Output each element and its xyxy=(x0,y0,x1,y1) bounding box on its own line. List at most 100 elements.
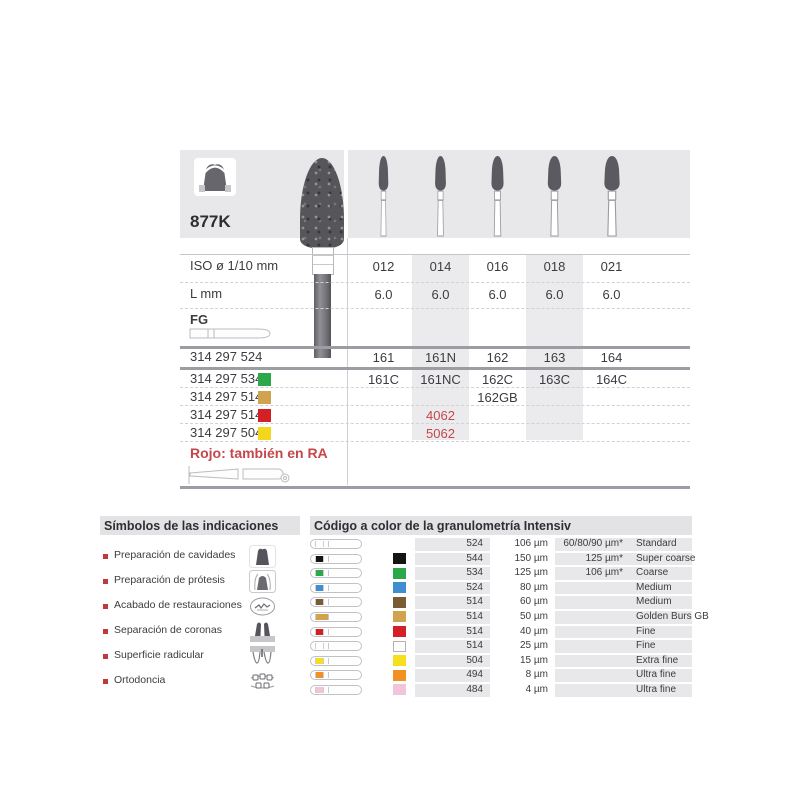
iso-value: 012 xyxy=(372,259,395,274)
order-code: 314 297 514 xyxy=(190,407,263,422)
ref-value xyxy=(412,389,469,407)
cavity-prep-icon xyxy=(249,545,276,568)
granulometry-row: 514 50 µm Golden Burs GB xyxy=(310,610,709,624)
order-row: 314 297 514 162GB xyxy=(180,389,690,407)
color-swatch xyxy=(393,596,406,608)
order-code: 314 297 534 xyxy=(190,371,263,386)
indication-item: Separación de coronas xyxy=(102,620,302,648)
granulometry-row: 484 4 µm Ultra fine xyxy=(310,683,692,697)
ref-value: 163 xyxy=(543,350,566,365)
header-band xyxy=(180,150,690,238)
order-row: 314 297 514 4062 xyxy=(180,407,690,425)
prosthesis-prep-icon xyxy=(249,570,276,593)
length-value: 6.0 xyxy=(545,287,564,302)
ref-value: 161 xyxy=(372,350,395,365)
granulometry-row: 534 125 µm 106 µm* Coarse xyxy=(310,567,692,580)
color-swatch xyxy=(393,655,406,667)
grit-code: 524 xyxy=(415,581,490,595)
grit-size: 80 µm xyxy=(520,581,548,593)
granulometry-row: 504 15 µm Extra fine xyxy=(310,654,692,668)
tooth-icon xyxy=(194,158,236,196)
bur-band-icon xyxy=(310,640,366,653)
grit-note xyxy=(555,683,630,697)
grit-code: 484 xyxy=(415,683,490,697)
color-swatch xyxy=(393,669,406,681)
grit-size: 106 µm xyxy=(514,538,548,549)
bullet-icon xyxy=(103,654,108,659)
bur-band-icon xyxy=(310,596,366,609)
granulometry-row: 544 150 µm 125 µm* Super coarse xyxy=(310,552,695,566)
bur-band-icon xyxy=(310,611,366,624)
ref-value-red: 4062 xyxy=(426,408,455,423)
indication-item: Acabado de restauraciones xyxy=(102,595,302,623)
grit-code: 544 xyxy=(415,552,490,566)
indication-item: Superficie radicular xyxy=(102,646,302,673)
grit-size: 8 µm xyxy=(525,669,548,681)
grit-size: 50 µm xyxy=(520,610,548,622)
ref-value: 164C xyxy=(595,372,628,387)
fg-shank-icon xyxy=(188,326,272,346)
grit-note xyxy=(555,654,630,668)
color-swatch xyxy=(393,567,406,579)
grit-code: 504 xyxy=(415,654,490,668)
length-value: 6.0 xyxy=(488,287,507,302)
bur-band-icon xyxy=(310,538,366,551)
length-value: 6.0 xyxy=(374,287,393,302)
bur-band-icon xyxy=(310,553,366,566)
iso-row: ISO ø 1/10 mm 012 014 016 018 021 xyxy=(180,258,690,276)
granulometry-title: Código a color de la granulometría Inten… xyxy=(310,516,692,535)
grit-size: 25 µm xyxy=(520,640,548,652)
ref-value: 162 xyxy=(486,350,509,365)
ref-value: 162C xyxy=(481,372,514,387)
grit-size: 4 µm xyxy=(525,683,548,695)
indication-item: Preparación de cavidades xyxy=(102,545,302,573)
grit-code: 534 xyxy=(415,567,490,580)
grit-desc: Extra fine xyxy=(630,654,692,668)
grit-size: 150 µm xyxy=(514,552,548,564)
length-row: L mm 6.0 6.0 6.0 6.0 6.0 xyxy=(180,286,690,304)
color-swatch xyxy=(393,640,406,652)
grit-size: 40 µm xyxy=(520,625,548,637)
grit-color-swatch-red xyxy=(258,409,271,422)
grit-note xyxy=(555,596,630,609)
bur-band-icon xyxy=(310,655,366,668)
ref-value: 161C xyxy=(367,372,400,387)
order-code: 314 297 524 xyxy=(190,349,263,364)
fg-shank-label: FG xyxy=(190,312,209,327)
grit-note xyxy=(555,669,630,682)
bur-illustration-021 xyxy=(583,154,640,238)
ref-value: 161NC xyxy=(420,372,461,387)
grit-desc: Standard xyxy=(630,538,692,551)
order-row: 314 297 504 5062 xyxy=(180,425,690,443)
grit-desc: Fine xyxy=(630,640,692,653)
header-band-divider xyxy=(344,150,348,238)
granulometry-row: 524 106 µm 60/80/90 µm* Standard xyxy=(310,538,692,551)
grit-desc: Medium xyxy=(630,596,692,609)
featured-bur-diamond-head xyxy=(300,158,344,248)
order-code: 314 297 504 xyxy=(190,425,263,440)
granulometry-row: 514 25 µm Fine xyxy=(310,640,692,653)
ref-value: 162GB xyxy=(477,390,518,405)
length-value: 6.0 xyxy=(431,287,450,302)
bullet-icon xyxy=(103,554,108,559)
granulometry-row: 494 8 µm Ultra fine xyxy=(310,669,692,682)
color-swatch xyxy=(393,553,406,565)
grit-note: 106 µm* xyxy=(555,567,630,580)
restoration-finish-icon xyxy=(249,595,276,618)
granulometry-section: Código a color de la granulometría Inten… xyxy=(310,516,709,716)
bur-band-icon xyxy=(310,684,366,697)
crown-separation-icon xyxy=(249,620,276,643)
grit-desc: Ultra fine xyxy=(630,683,692,697)
orthodontics-icon xyxy=(249,670,276,693)
grit-size: 15 µm xyxy=(520,654,548,666)
order-row: 314 297 524 161 161N 162 163 164 xyxy=(180,349,690,367)
bullet-icon xyxy=(103,604,108,609)
grit-note: 60/80/90 µm* xyxy=(555,538,630,551)
bur-band-icon xyxy=(310,567,366,580)
indications-title: Símbolos de las indicaciones xyxy=(100,516,300,535)
column-divider-line xyxy=(347,238,348,485)
ra-shank-icon xyxy=(186,464,298,491)
iso-value: 016 xyxy=(486,259,509,274)
grit-code: 514 xyxy=(415,625,490,639)
